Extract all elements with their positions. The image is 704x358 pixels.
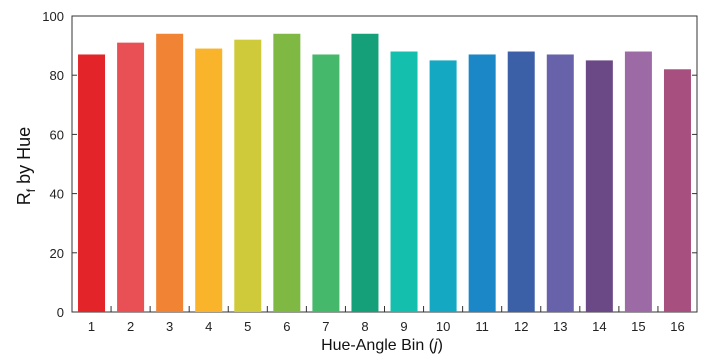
y-axis: 0 20 40 60 80 100 <box>42 9 697 320</box>
bar-2 <box>117 42 145 312</box>
x-axis-label-variable: j <box>432 337 438 354</box>
x-tick-label: 14 <box>592 319 606 334</box>
y-tick-label: 60 <box>50 127 64 142</box>
bar-1 <box>78 54 106 312</box>
bar-13 <box>546 54 574 312</box>
x-tick-label: 4 <box>205 319 212 334</box>
bar-3 <box>156 33 184 312</box>
x-tick-label: 1 <box>88 319 95 334</box>
bar-6 <box>273 33 301 312</box>
bar-9 <box>390 51 418 313</box>
bar-14 <box>585 60 613 313</box>
x-tick-label: 5 <box>244 319 251 334</box>
x-tick-label: 8 <box>361 319 368 334</box>
x-tick-label: 13 <box>553 319 567 334</box>
bar-7 <box>312 54 340 312</box>
y-tick-label: 20 <box>50 246 64 261</box>
bar-10 <box>429 60 457 313</box>
x-tick-label: 3 <box>166 319 173 334</box>
y-axis-label: Rf by Hue <box>14 127 38 205</box>
bar-5 <box>234 39 262 313</box>
y-tick-label: 0 <box>57 305 64 320</box>
y-tick-label: 100 <box>42 9 64 24</box>
x-tick-label: 6 <box>283 319 290 334</box>
x-tick-label: 12 <box>514 319 528 334</box>
x-axis-label-text: Hue-Angle Bin ( <box>321 337 435 354</box>
y-axis-label-subscript: f <box>24 188 38 192</box>
y-axis-label-rest: by Hue <box>14 127 34 189</box>
x-tick-label: 15 <box>631 319 645 334</box>
x-tick-label: 10 <box>436 319 450 334</box>
x-tick-label: 7 <box>322 319 329 334</box>
x-tick-label: 9 <box>400 319 407 334</box>
y-tick-label: 40 <box>50 187 64 202</box>
x-tick-label: 16 <box>670 319 684 334</box>
bar-8 <box>351 33 379 312</box>
x-tick-label: 11 <box>475 319 489 334</box>
x-axis-label-close: ) <box>438 337 443 354</box>
bar-4 <box>195 48 223 313</box>
x-axis-label: Hue-Angle Bin (j) <box>321 337 443 354</box>
x-axis: 1 2 3 4 5 6 7 8 9 10 11 12 13 14 15 16 <box>71 306 698 334</box>
x-tick-label: 2 <box>127 319 134 334</box>
y-tick-label: 80 <box>50 68 64 83</box>
y-axis-label-main: R <box>14 192 34 205</box>
bar-15 <box>624 51 652 313</box>
bar-11 <box>468 54 496 312</box>
bar-16 <box>663 69 691 312</box>
bar-12 <box>507 51 535 313</box>
bars <box>78 33 691 313</box>
